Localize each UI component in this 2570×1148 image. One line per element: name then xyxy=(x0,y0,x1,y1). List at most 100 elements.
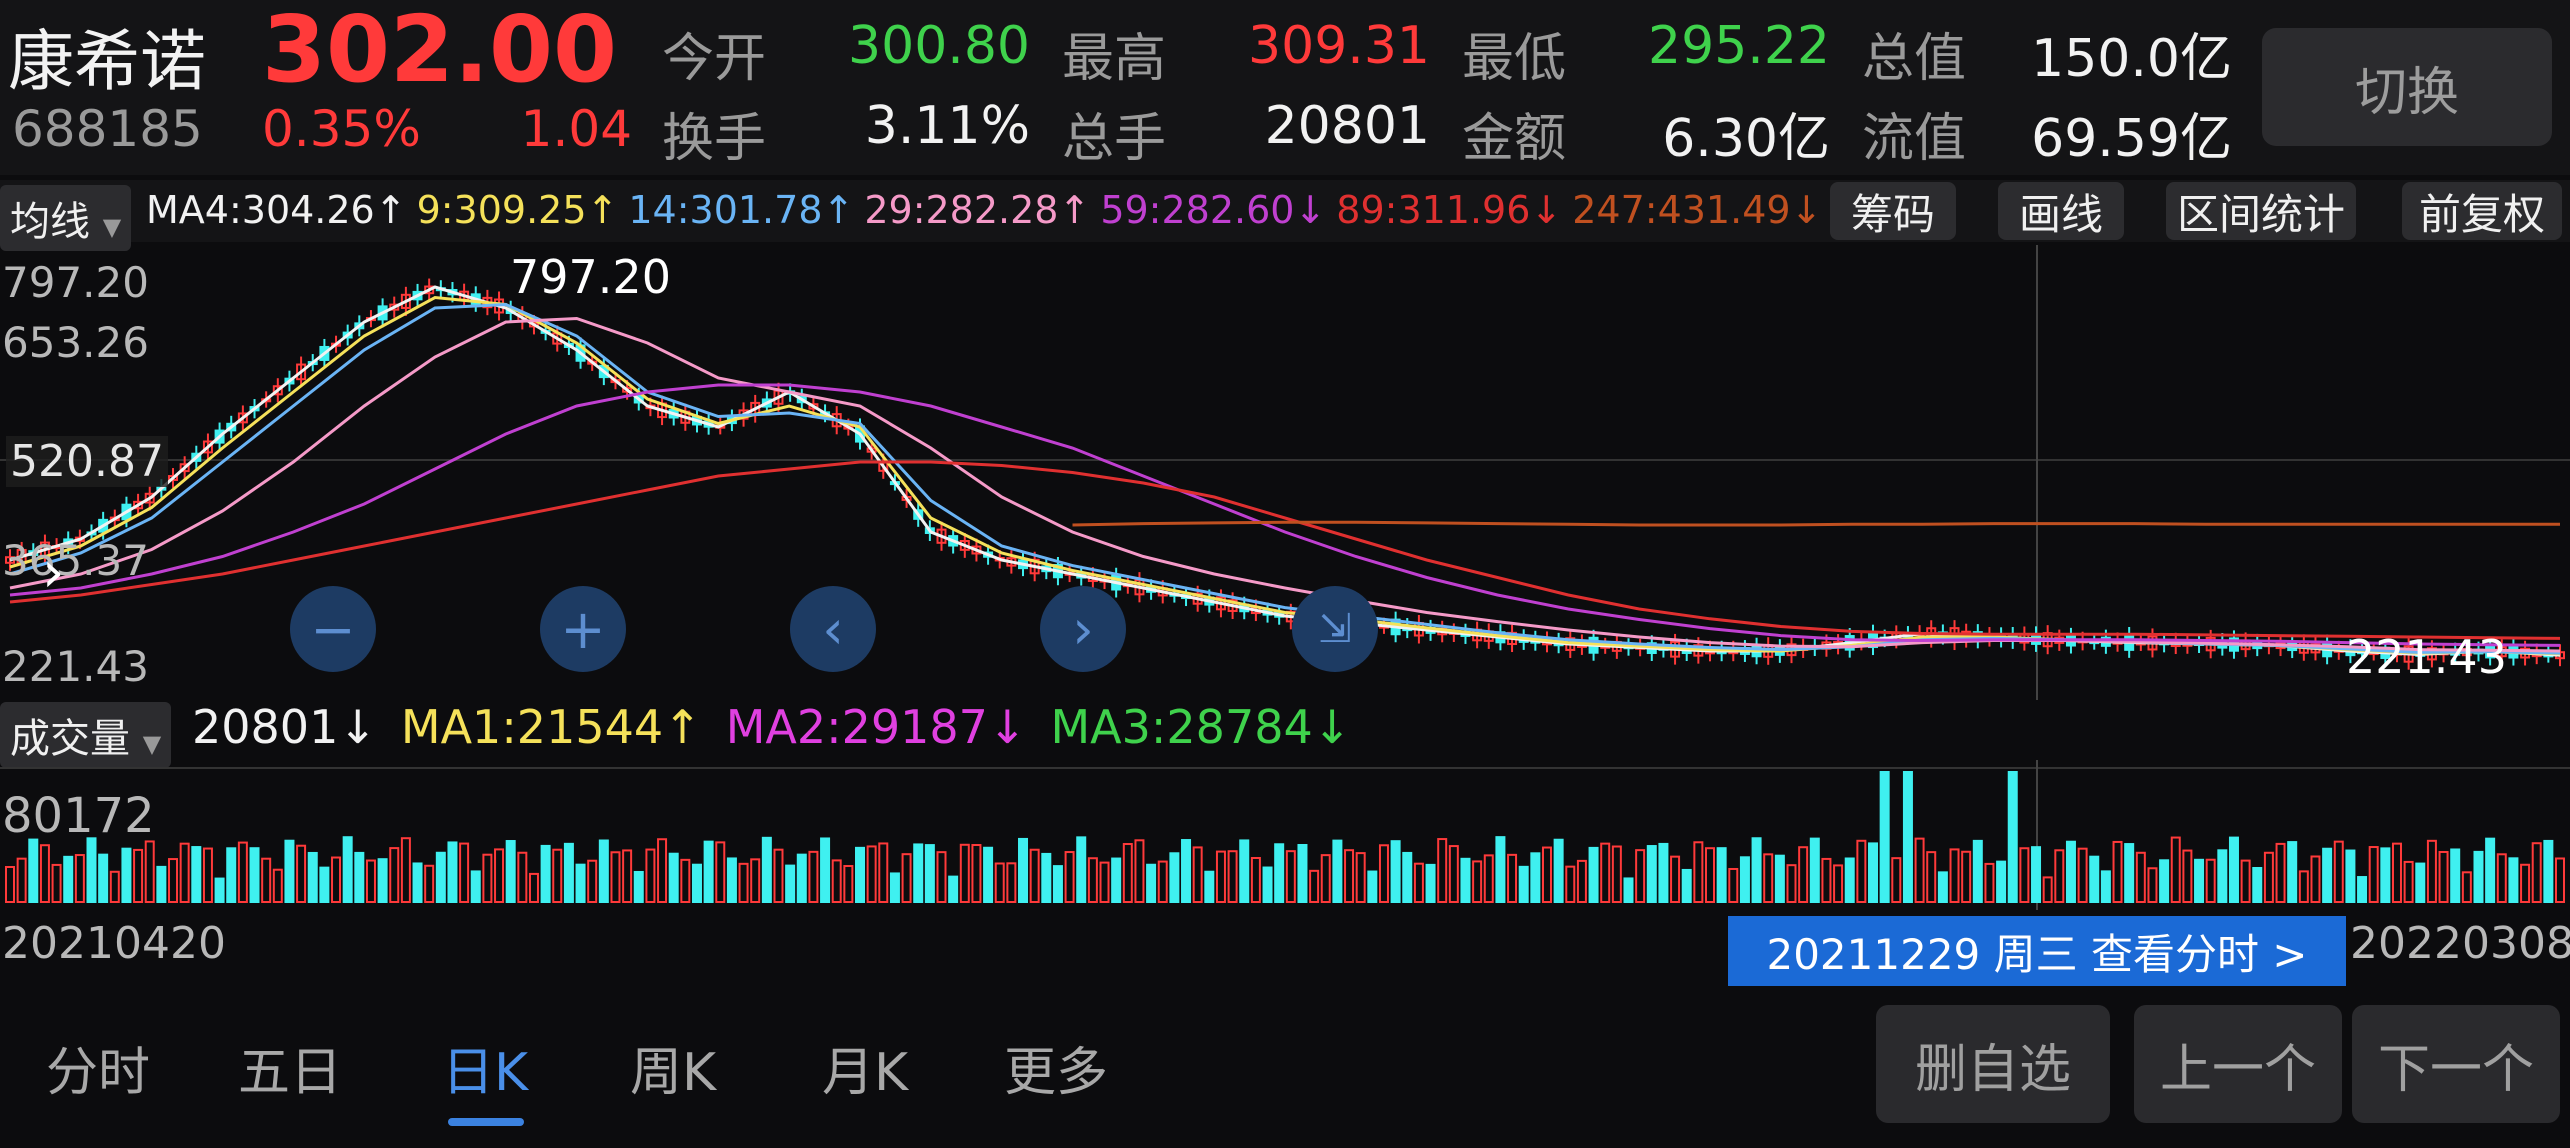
volume-bar xyxy=(1064,851,1075,903)
volume-bar xyxy=(668,852,679,903)
ma-item: 29:282.28↑ xyxy=(864,188,1091,232)
volume-bar xyxy=(1285,850,1296,903)
kline-chart[interactable] xyxy=(0,245,2570,700)
volume-bar xyxy=(1018,837,1029,903)
zoom-out-button[interactable]: − xyxy=(290,586,376,672)
volume-item: MA2:29187↓ xyxy=(725,700,1027,754)
chevron-down-icon: ▼ xyxy=(102,213,122,241)
tab-monthly-k[interactable]: 月K xyxy=(822,1043,909,1103)
volume-bar xyxy=(51,863,62,904)
tab-weekly-k[interactable]: 周K xyxy=(630,1043,717,1103)
volume-bar xyxy=(74,854,85,903)
range-stats-button[interactable]: 区间统计 xyxy=(2166,182,2356,240)
plus-icon: + xyxy=(560,597,606,661)
volume-indicator-dropdown[interactable]: 成交量 ▼ xyxy=(0,702,172,768)
volume-bar xyxy=(296,844,307,903)
remove-watchlist-button[interactable]: 删自选 xyxy=(1876,1005,2110,1123)
indicator-dropdown[interactable]: 均线 ▼ xyxy=(0,185,132,251)
volume-bar xyxy=(587,859,598,903)
volume-bar xyxy=(424,864,435,903)
volume-bar xyxy=(1611,845,1622,903)
volume-bar xyxy=(2496,853,2507,904)
volume-bar xyxy=(1926,851,1937,903)
volume-bar xyxy=(2357,876,2368,904)
volume-bar xyxy=(202,847,213,903)
range-stats-label: 区间统计 xyxy=(2176,189,2345,239)
volume-bar xyxy=(1507,853,1518,903)
volume-bar xyxy=(1029,848,1040,904)
volume-bar xyxy=(2438,850,2449,903)
stat-value-total-value: 150.0亿 xyxy=(2031,29,2232,89)
reset-zoom-button[interactable]: ⇲ xyxy=(1292,586,1378,672)
volume-bar xyxy=(517,851,528,903)
stat-value-amount: 6.30亿 xyxy=(1662,109,1830,169)
volume-bar xyxy=(1961,850,1972,903)
volume-bar xyxy=(1448,845,1459,903)
volume-bar xyxy=(866,845,877,904)
date-end: 20220308 xyxy=(2350,918,2570,969)
volume-bar xyxy=(2194,858,2205,903)
volume-bar xyxy=(691,863,702,904)
candle-body xyxy=(133,500,144,510)
volume-bar xyxy=(1693,841,1704,903)
volume-bar xyxy=(1972,839,1983,903)
volume-bar xyxy=(2205,858,2216,903)
switch-button[interactable]: 切换 xyxy=(2262,28,2552,146)
change-amount: 1.04 xyxy=(520,100,632,158)
draw-line-button[interactable]: 画线 xyxy=(1998,182,2124,240)
tab-five-day[interactable]: 五日 xyxy=(238,1043,343,1103)
quote-header: 康希诺 302.00 688185 0.35% 1.04 今开 300.80 最… xyxy=(0,0,2570,175)
chips-button[interactable]: 筹码 xyxy=(1830,182,1956,240)
zoom-icon: ⇲ xyxy=(1318,606,1352,652)
tab-intraday[interactable]: 分时 xyxy=(46,1043,151,1103)
volume-bar xyxy=(959,843,970,903)
volume-bar xyxy=(1355,852,1366,903)
ma-line-89 xyxy=(9,460,2561,640)
volume-bar xyxy=(2333,840,2344,904)
volume-bar xyxy=(924,844,935,903)
volume-bar xyxy=(389,847,400,903)
volume-bar xyxy=(1658,842,1669,904)
volume-item: MA1:21544↑ xyxy=(400,700,702,754)
volume-chart xyxy=(0,760,2570,910)
volume-bar xyxy=(307,851,318,903)
ma-item: 9:309.25↑ xyxy=(416,188,619,232)
volume-bar xyxy=(901,853,912,903)
volume-bar xyxy=(2520,863,2531,904)
volume-bar xyxy=(1227,850,1238,903)
volume-bar xyxy=(855,846,865,903)
candle-body xyxy=(202,440,213,454)
ma-legend-bar xyxy=(0,180,2570,242)
volume-bar xyxy=(1204,870,1215,903)
volume-bar xyxy=(1774,854,1785,903)
chips-label: 筹码 xyxy=(1850,189,1935,239)
volume-bar xyxy=(400,837,411,903)
volume-bar xyxy=(2031,846,2042,904)
tab-more[interactable]: 更多 xyxy=(1004,1043,1109,1103)
candle-body xyxy=(237,412,248,424)
volume-bar xyxy=(249,847,260,903)
volume-bar xyxy=(610,851,621,903)
volume-bar xyxy=(1844,857,1855,904)
volume-bar xyxy=(598,839,609,903)
volume-bar xyxy=(2380,847,2391,903)
volume-bar xyxy=(1309,869,1320,904)
tab-daily-k[interactable]: 日K xyxy=(442,1043,529,1103)
volume-bar xyxy=(1600,842,1611,903)
stat-value-low: 295.22 xyxy=(1648,16,1830,76)
volume-bar xyxy=(1518,865,1529,903)
date-tooltip[interactable]: 20211229 周三 查看分时 > xyxy=(1728,916,2346,986)
scroll-right-button[interactable]: › xyxy=(1040,586,1126,672)
next-button[interactable]: 下一个 xyxy=(2352,1005,2560,1123)
volume-bar xyxy=(2485,837,2496,903)
indicator-dropdown-label: 均线 xyxy=(10,199,90,245)
scroll-left-button[interactable]: ‹ xyxy=(790,586,876,672)
volume-bar xyxy=(1087,857,1098,903)
volume-bar xyxy=(2159,859,2170,904)
zoom-in-button[interactable]: + xyxy=(540,586,626,672)
volume-bar xyxy=(412,862,423,904)
previous-button[interactable]: 上一个 xyxy=(2134,1005,2342,1123)
expand-left-icon[interactable]: › xyxy=(42,540,65,605)
volume-bar xyxy=(563,842,574,904)
forward-adjust-button[interactable]: 前复权 xyxy=(2402,182,2562,240)
